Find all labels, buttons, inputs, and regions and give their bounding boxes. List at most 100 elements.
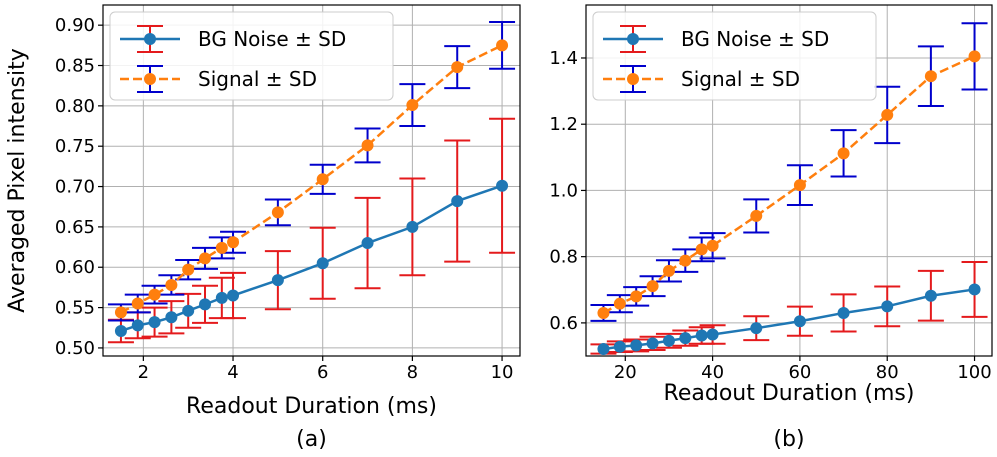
data-point (695, 243, 708, 256)
x-axis-label: Readout Duration (ms) (186, 394, 437, 419)
data-point (148, 288, 161, 301)
data-point (597, 306, 610, 319)
data-point (837, 147, 850, 160)
legend-entry: Signal ± SD (120, 65, 317, 93)
x-tick-label: 20 (614, 362, 637, 383)
data-point (148, 316, 161, 329)
legend-entry: Signal ± SD (603, 65, 800, 93)
data-point (695, 329, 708, 342)
data-point (451, 61, 464, 74)
data-point (114, 306, 127, 319)
data-point (613, 340, 626, 353)
data-point (316, 173, 329, 186)
y-tick-label: 0.55 (55, 298, 95, 319)
chart-panel-2: 20 40 60 80 100 0.6 0.8 1.0 1.2 1.4 Readout Durati… (549, 4, 993, 452)
data-point (215, 291, 228, 304)
x-tick-label: 2 (138, 362, 149, 383)
data-point (793, 315, 806, 328)
data-point (227, 289, 240, 302)
legend-marker (627, 73, 639, 85)
data-point (131, 319, 144, 332)
y-tick-label: 0.60 (55, 257, 95, 278)
y-tick-label: 0.70 (55, 177, 95, 198)
data-point (924, 289, 937, 302)
legend: BG Noise ± SD Signal ± SD (592, 11, 877, 101)
legend-label: BG Noise ± SD (198, 27, 346, 51)
series-bg-noise (107, 117, 516, 344)
y-axis-label: Averaged Pixel intensity (5, 48, 30, 313)
y-tick-label: 1.2 (549, 114, 578, 135)
x-tick-label: 8 (407, 362, 418, 383)
data-point (646, 337, 659, 350)
y-tick-label: 0.90 (55, 15, 95, 36)
y-tick-label: 0.6 (549, 313, 578, 334)
series-bg-noise (590, 260, 988, 356)
data-point (316, 257, 329, 270)
y-tick-label: 0.65 (55, 217, 95, 238)
legend-marker (144, 33, 156, 45)
data-point (706, 328, 719, 341)
y-tick-label: 0.80 (55, 96, 95, 117)
x-tick-label: 10 (491, 362, 514, 383)
legend-entry: BG Noise ± SD (120, 25, 346, 53)
series-line (603, 288, 975, 351)
x-tick-label: 40 (701, 362, 724, 383)
data-point (630, 290, 643, 303)
x-tick-label: 6 (317, 362, 328, 383)
data-point (679, 254, 692, 267)
data-point (881, 300, 894, 313)
data-point (750, 209, 763, 222)
y-tick-label: 1.4 (549, 48, 578, 69)
data-point (646, 280, 659, 293)
legend-label: BG Noise ± SD (681, 27, 829, 51)
legend: BG Noise ± SD Signal ± SD (109, 11, 394, 101)
data-point (924, 70, 937, 83)
data-point (361, 139, 374, 152)
data-point (496, 39, 509, 52)
x-tick-label: 100 (957, 362, 991, 383)
data-point (182, 263, 195, 276)
y-tick-label: 0.50 (55, 338, 95, 359)
y-tick-label: 0.85 (55, 56, 95, 77)
data-point (199, 252, 212, 265)
data-point (837, 306, 850, 319)
legend-marker (144, 73, 156, 85)
data-point (199, 298, 212, 311)
x-axis-label: Readout Duration (ms) (664, 381, 915, 406)
axes-frame (585, 4, 993, 357)
data-point (271, 206, 284, 219)
data-point (793, 179, 806, 192)
panel-label: (a) (296, 427, 327, 452)
x-tick-label: 60 (788, 362, 811, 383)
data-point (630, 339, 643, 352)
y-tick-label: 0.8 (549, 247, 578, 268)
data-point (750, 322, 763, 335)
data-point (114, 324, 127, 337)
data-point (496, 179, 509, 192)
data-point (361, 237, 374, 250)
data-point (706, 239, 719, 252)
legend-entry: BG Noise ± SD (603, 25, 829, 53)
x-tick-label: 4 (227, 362, 238, 383)
chart-panel-1: 2 4 6 8 10 0.50 0.55 0.60 0.65 0.70 0.75 0.80 0.85 0.… (5, 4, 521, 452)
series-signal (590, 22, 988, 322)
y-tick-label: 1.0 (549, 180, 578, 201)
data-point (968, 283, 981, 296)
plot-area (590, 22, 988, 356)
legend-label: Signal ± SD (198, 67, 317, 91)
x-tick-label: 80 (876, 362, 899, 383)
data-point (406, 99, 419, 112)
legend-label: Signal ± SD (681, 67, 800, 91)
y-tick-label: 0.75 (55, 136, 95, 157)
data-point (662, 264, 675, 277)
data-point (215, 241, 228, 254)
series-line (120, 184, 503, 333)
data-point (165, 278, 178, 291)
series-signal (107, 20, 516, 322)
data-point (597, 343, 610, 356)
data-point (679, 332, 692, 345)
data-point (227, 236, 240, 249)
data-point (881, 108, 894, 121)
legend-box (592, 11, 877, 101)
